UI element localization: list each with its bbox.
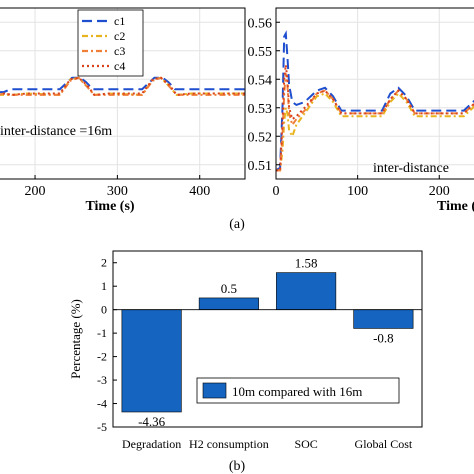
series-c3-line [0,76,245,96]
y-ticks: -5 -4 -3 -2 -1 0 1 2 [97,256,422,434]
legend-label-c4: c4 [114,59,125,73]
y-tick-label: 0.56 [248,16,273,31]
panel-b: -5 -4 -3 -2 -1 0 1 2 -4.36 0.5 1.58 -0.8 Degradati… [68,250,423,451]
category-label: H2 consumption [189,437,269,451]
y-tick-label: -1 [97,326,107,340]
x-tick-label: 100 [347,184,368,199]
series-c4-line [0,76,245,96]
x-axis-label: Time ( [437,199,474,214]
category-label: Degradation [122,437,181,451]
y-tick-label: 0.52 [248,130,273,145]
data-label: 0.5 [221,281,237,296]
plot-frame [275,7,474,180]
x-tick-label: 200 [429,184,450,199]
series-c2-line [0,76,245,96]
category-label: Global Cost [355,437,413,451]
y-tick-label: -5 [97,420,107,434]
plot-frame [0,7,246,180]
y-tick-label: -4 [97,397,107,411]
series-group [276,30,474,172]
legend-swatch [202,382,227,399]
y-tick-label: 1 [101,279,107,293]
annotation: inter-distance [373,161,449,176]
legend-label: 10m compared with 16m [232,384,362,399]
x-tick-label: 0 [273,184,280,199]
panel-a-right: 0.510.520.530.540.550.56 0 100 200 Time ( … [248,7,474,214]
panel-a-left: 200 300 400 Time (s) inter-distance =16m c… [0,7,246,214]
y-tick-label: -3 [97,373,107,387]
y-tick-label: 0 [101,303,107,317]
grid [275,8,474,179]
legend-label-c1: c1 [114,14,125,28]
y-ticks: 0.51 0.52 0.53 0.54 0.55 0.56 [248,16,280,174]
x-ticks: 0 100 200 [273,175,450,199]
series-c1-line [276,30,474,172]
series-group [0,76,245,96]
series-c1-line [0,76,245,94]
y-tick-label: 2 [101,256,107,270]
legend: 10m compared with 16m [196,377,400,404]
caption-a: (a) [229,217,245,232]
x-ticks: 200 300 400 [25,175,210,199]
category-labels: Degradation H2 consumption SOC Global Cost [122,437,413,451]
y-tick-label: 0.53 [248,102,273,117]
y-tick-label: 0.51 [248,159,273,174]
bar [121,309,182,413]
bars-group [121,272,414,413]
bar [198,297,259,310]
bar [276,272,337,310]
legend-label-c3: c3 [114,44,125,58]
data-label: 1.58 [295,256,318,271]
y-axis-label: Percentage (%) [68,299,83,379]
plot-frame [112,250,423,428]
y-tick-label: -2 [97,350,107,364]
x-axis-label: Time (s) [85,199,134,214]
data-labels: -4.36 0.5 1.58 -0.8 [138,256,394,429]
bar [353,309,414,329]
data-label: -0.8 [373,330,394,345]
legend-box [196,377,400,404]
x-tick-label: 300 [107,184,128,199]
x-tick-label: 400 [189,184,210,199]
series-c2-line [276,92,474,172]
caption-b: (b) [229,459,246,474]
annotation: inter-distance =16m [0,124,112,139]
series-c4-line [276,64,474,172]
legend-label-c2: c2 [114,29,125,43]
y-tick-label: 0.54 [248,73,273,88]
series-c3-line [276,73,474,172]
data-label: -4.36 [138,414,166,429]
y-tick-label: 0.55 [248,45,273,60]
category-label: SOC [294,437,317,451]
x-tick-label: 200 [25,184,46,199]
